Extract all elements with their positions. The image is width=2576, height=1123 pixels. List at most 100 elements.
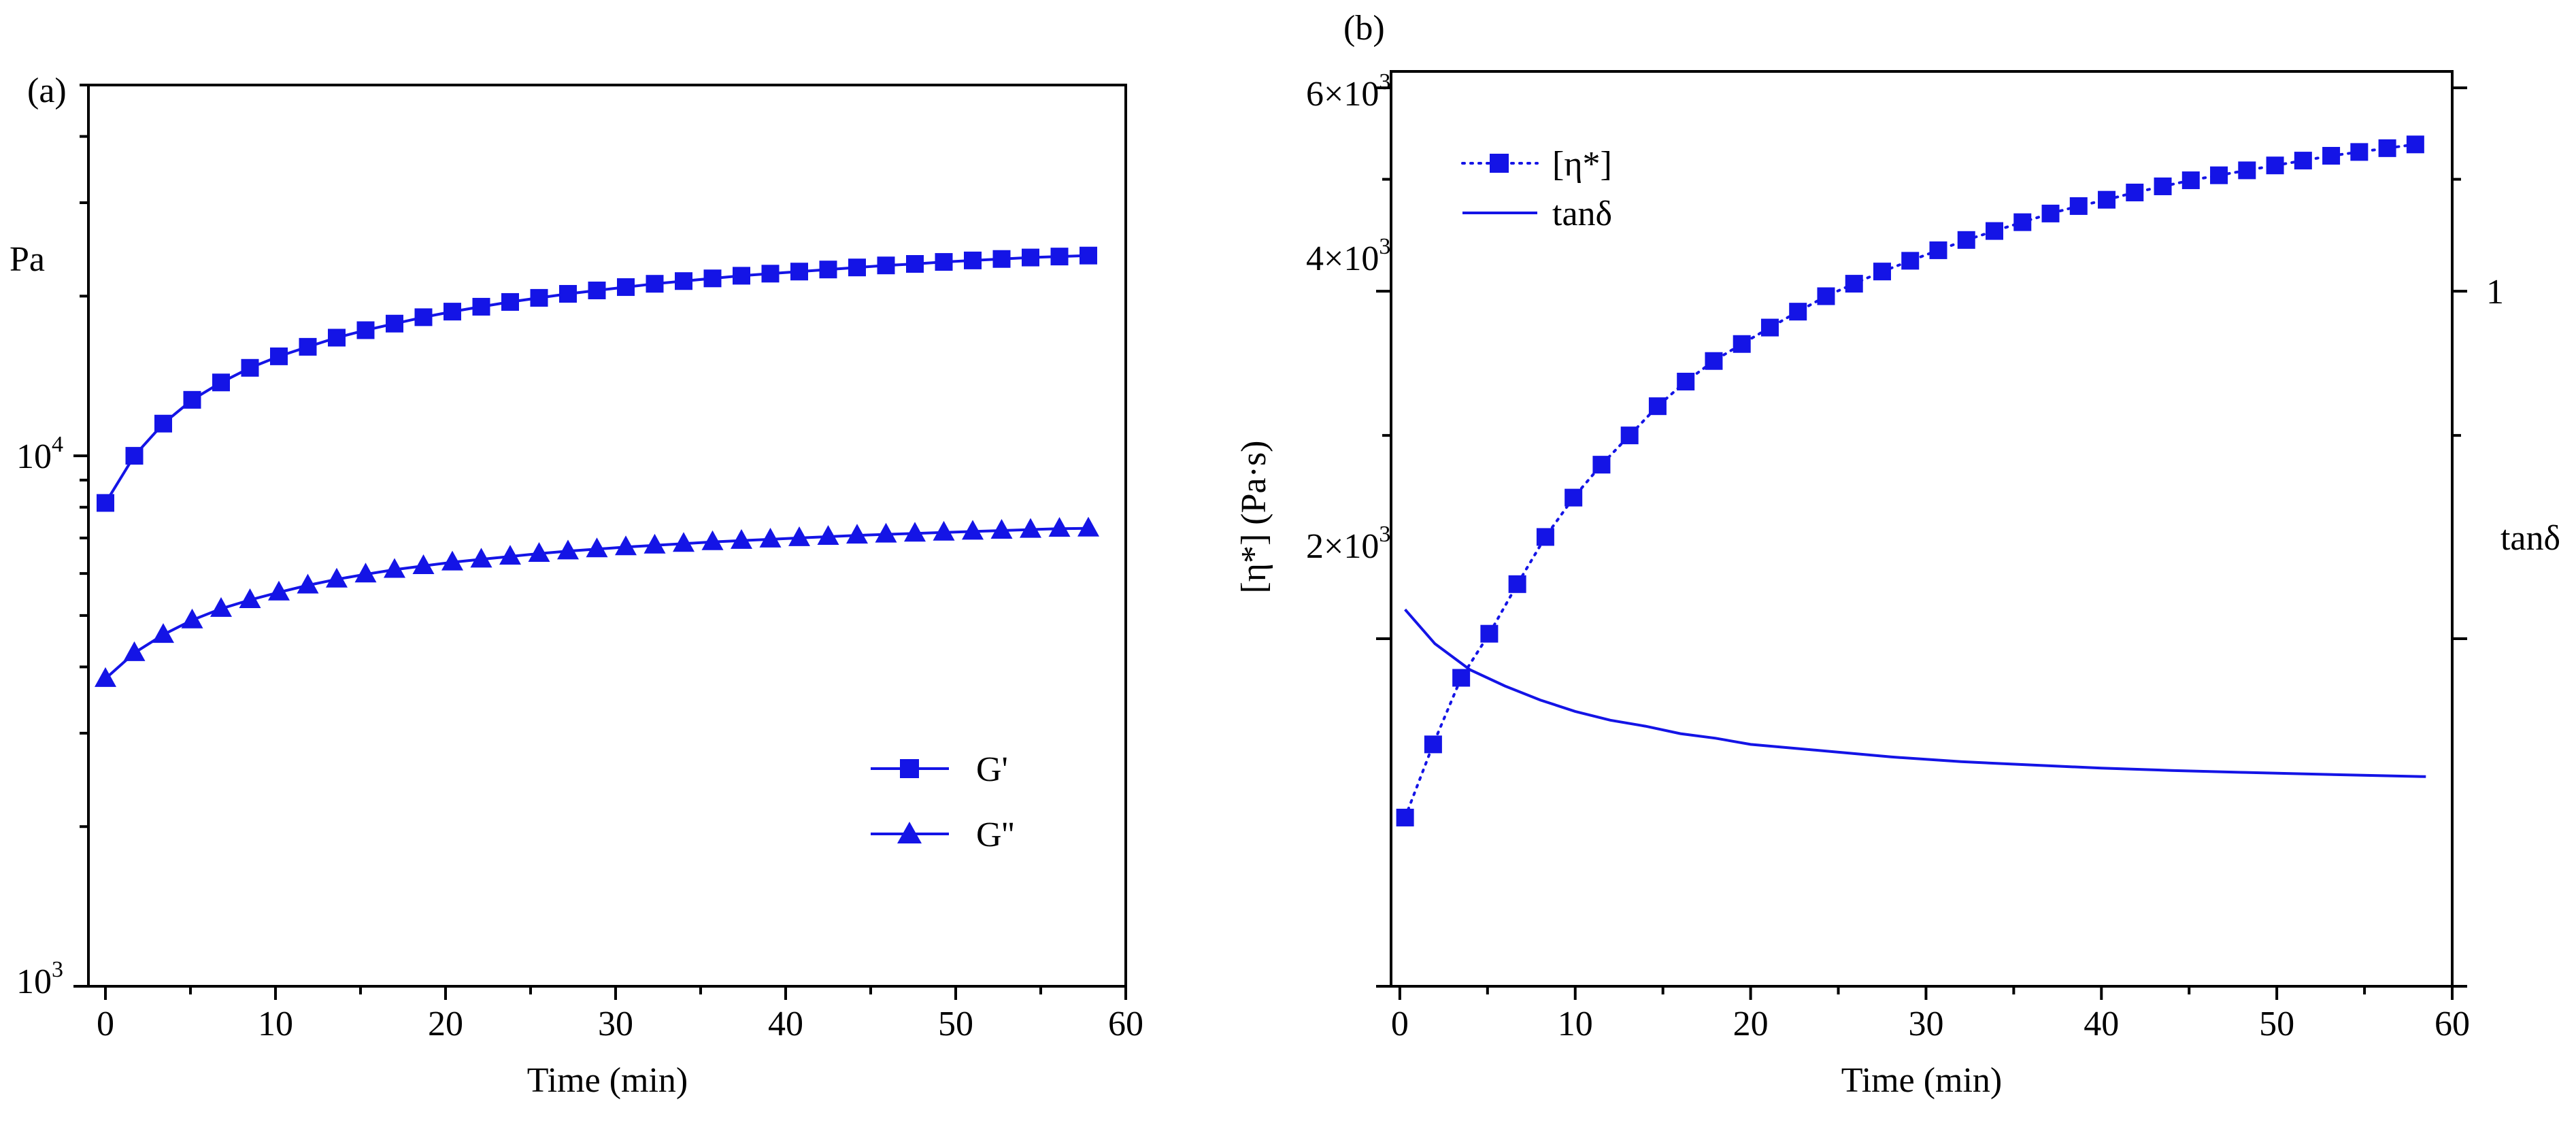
chart-a-frame bbox=[87, 84, 1127, 988]
chart-b-series-0-point bbox=[1536, 528, 1554, 546]
chart-a-series-1-point bbox=[499, 545, 521, 565]
chart-a-series-1-point bbox=[470, 548, 492, 568]
chart-a-series-0-point bbox=[906, 255, 924, 273]
chart-a-series-0-point bbox=[241, 358, 259, 377]
chart-b-series-0-point bbox=[2238, 161, 2256, 180]
chart-a-series-0-point bbox=[675, 272, 692, 290]
chart-a: 0 10 20 30 40 50 60 (a) Pa Time (min) 103 104 … bbox=[10, 71, 1143, 1100]
chart-a-series-1-point bbox=[1048, 517, 1071, 537]
chart-a-x-tick-label: 30 bbox=[598, 1005, 633, 1043]
chart-a-series-0-point bbox=[472, 297, 490, 316]
chart-a-legend-marker-gprime bbox=[900, 759, 919, 778]
chart-b-x-tick-label: 60 bbox=[2435, 1005, 2470, 1043]
chart-a-series-0-point bbox=[646, 275, 664, 293]
chart-a-series-0-point bbox=[212, 373, 230, 392]
chart-b-x-tick-label: 10 bbox=[1558, 1005, 1593, 1043]
chart-a-series-0-point bbox=[703, 269, 722, 288]
chart-a-series-1-point bbox=[354, 563, 377, 583]
chart-b: 0 10 20 30 40 50 60 (b) Time (min) [η*] (Pa·s)… bbox=[1235, 9, 2560, 1100]
chart-a-series-0-point bbox=[964, 251, 982, 269]
chart-a-series-0-point bbox=[790, 263, 808, 281]
chart-a-series-0-point bbox=[761, 265, 780, 283]
chart-b-panel-label: (b) bbox=[1343, 9, 1385, 48]
chart-a-series-0-point bbox=[386, 314, 403, 333]
chart-a-series-0-point bbox=[819, 261, 837, 279]
chart-a-series-1-point bbox=[933, 520, 955, 541]
chart-b-series-0-point bbox=[1873, 263, 1891, 281]
chart-b-right-axis-label: tanδ bbox=[2500, 519, 2560, 558]
chart-b-series-0-point bbox=[1986, 222, 2004, 240]
chart-a-series-0-point bbox=[356, 321, 375, 339]
chart-a-series-0-point bbox=[154, 414, 172, 433]
chart-b-series-0-point bbox=[2126, 183, 2144, 201]
chart-b-series-0-point bbox=[1424, 735, 1442, 754]
chart-b-y-axis-label: [η*] (Pa·s) bbox=[1235, 440, 1273, 593]
chart-a-series-0-point bbox=[444, 303, 461, 321]
chart-a-series-0-point bbox=[877, 256, 895, 275]
chart-b-series-0-point bbox=[1733, 335, 1751, 353]
chart-b-series-0-point bbox=[1592, 456, 1611, 474]
chart-b-series-0-point bbox=[1705, 352, 1723, 370]
chart-a-series-1-point bbox=[384, 558, 405, 578]
chart-a-series-0-point bbox=[617, 278, 635, 297]
chart-a-x-tick-label: 40 bbox=[768, 1005, 803, 1043]
chart-a-series-1-point bbox=[557, 539, 579, 560]
chart-a-series-1-point bbox=[962, 520, 984, 540]
chart-a-series-0-point bbox=[328, 329, 346, 347]
chart-a-series-0-point bbox=[125, 447, 144, 465]
chart-a-series-0-point bbox=[414, 308, 433, 326]
chart-b-series-0-point bbox=[1565, 488, 1583, 507]
chart-a-x-tick-label: 20 bbox=[428, 1005, 463, 1043]
chart-a-series-1-point bbox=[326, 567, 348, 588]
chart-a-series-0-point bbox=[501, 292, 519, 311]
chart-a-series-1-point bbox=[673, 532, 695, 552]
chart-a-series-0-point bbox=[299, 337, 317, 356]
chart-a-series-1-point bbox=[759, 527, 782, 548]
chart-a-series-1-point bbox=[441, 550, 463, 571]
chart-a-legend: G' G'' bbox=[871, 750, 1014, 854]
chart-a-series-1-point bbox=[239, 588, 261, 608]
chart-b-series-0-point bbox=[2154, 177, 2172, 195]
chart-a-series-0-point bbox=[270, 347, 288, 365]
chart-a-x-tick-label: 60 bbox=[1108, 1005, 1143, 1043]
chart-a-series-1-point bbox=[1020, 518, 1041, 538]
chart-b-series-0-point bbox=[2266, 156, 2284, 175]
chart-a-series-1-point bbox=[875, 522, 897, 543]
chart-a-series-1-point bbox=[904, 522, 926, 542]
chart-a-series-1-point bbox=[846, 524, 868, 544]
chart-a-legend-marker-gdoubleprime bbox=[897, 822, 922, 843]
chart-a-series-0-point bbox=[559, 284, 577, 303]
chart-a-series-1-point bbox=[701, 530, 724, 550]
chart-b-series-0-point bbox=[2406, 135, 2424, 154]
chart-b-series-0-point bbox=[1760, 318, 1779, 337]
chart-b-series-0-line bbox=[1403, 143, 2417, 819]
chart-a-panel-label: (a) bbox=[27, 71, 67, 110]
svg-text:6×103: 6×103 bbox=[1306, 69, 1390, 114]
chart-a-x-tick-label: 50 bbox=[938, 1005, 973, 1043]
chart-a-x-tick-label: 10 bbox=[258, 1005, 293, 1043]
chart-b-series-0-point bbox=[2210, 166, 2228, 184]
chart-a-series-1-point bbox=[152, 623, 174, 643]
chart-b-y-tick-label: 4×103 bbox=[1306, 234, 1390, 278]
chart-a-series-1-point bbox=[297, 573, 319, 594]
chart-b-frame bbox=[1390, 70, 2454, 988]
chart-a-series-0-point bbox=[733, 267, 750, 285]
chart-b-x-tick-label: 20 bbox=[1733, 1005, 1769, 1043]
chart-b-series-0-point bbox=[1957, 231, 1975, 249]
chart-b-legend-label-eta: [η*] bbox=[1552, 145, 1612, 184]
chart-b-series-0-point bbox=[1901, 252, 1920, 270]
chart-b-series-0-point bbox=[2294, 152, 2312, 170]
chart-b-legend-label-tandelta: tanδ bbox=[1552, 195, 1612, 233]
chart-b-series-1-line bbox=[1404, 608, 2426, 778]
chart-a-series-1-point bbox=[1077, 516, 1099, 537]
chart-b-series-0-point bbox=[2378, 139, 2396, 157]
chart-a-series-1-point bbox=[731, 529, 752, 549]
chart-a-series-1-point bbox=[817, 524, 839, 545]
chart-b-series-0-point bbox=[1845, 275, 1863, 293]
chart-b-series-0-point bbox=[1452, 669, 1471, 687]
chart-a-series-1-point bbox=[95, 667, 116, 687]
chart-a-series-0-point bbox=[183, 390, 201, 409]
chart-a-y-axis-label: Pa bbox=[10, 240, 45, 279]
chart-b-legend: [η*] tanδ bbox=[1461, 145, 1612, 233]
